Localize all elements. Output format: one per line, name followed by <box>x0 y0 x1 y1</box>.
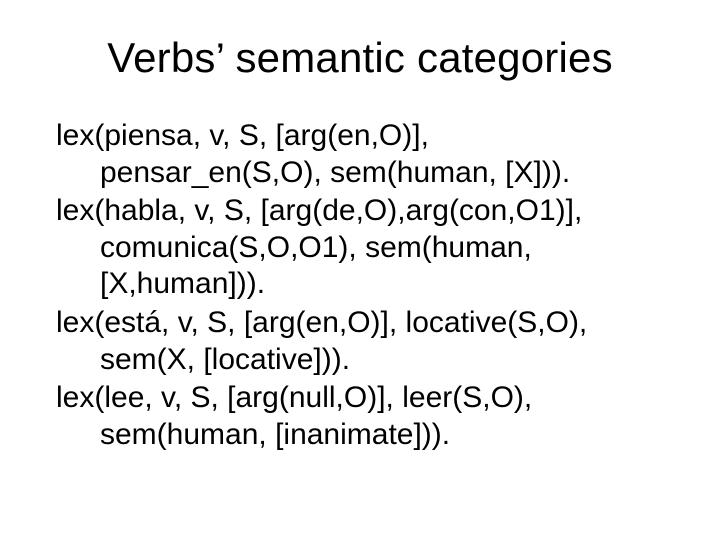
lex-entry: lex(piensa, v, S, [arg(en,O)], pensar_en… <box>56 118 670 191</box>
lex-line: lex(habla, v, S, [arg(de,O),arg(con,O1)]… <box>56 193 670 230</box>
lex-line: lex(está, v, S, [arg(en,O)], locative(S,… <box>56 305 670 342</box>
lex-line: lex(piensa, v, S, [arg(en,O)], <box>56 118 670 155</box>
lex-entry: lex(está, v, S, [arg(en,O)], locative(S,… <box>56 305 670 378</box>
lex-line: lex(lee, v, S, [arg(null,O)], leer(S,O), <box>56 380 670 417</box>
slide-body: lex(piensa, v, S, [arg(en,O)], pensar_en… <box>50 118 670 453</box>
lex-line: sem(X, [locative])). <box>56 342 670 379</box>
slide-title: Verbs’ semantic categories <box>50 34 670 82</box>
lex-line: comunica(S,O,O1), sem(human, <box>56 230 670 267</box>
lex-entry: lex(lee, v, S, [arg(null,O)], leer(S,O),… <box>56 380 670 453</box>
slide: Verbs’ semantic categories lex(piensa, v… <box>0 0 720 540</box>
lex-line: [X,human])). <box>56 266 670 303</box>
lex-line: pensar_en(S,O), sem(human, [X])). <box>56 155 670 192</box>
lex-line: sem(human, [inanimate])). <box>56 417 670 454</box>
lex-entry: lex(habla, v, S, [arg(de,O),arg(con,O1)]… <box>56 193 670 303</box>
